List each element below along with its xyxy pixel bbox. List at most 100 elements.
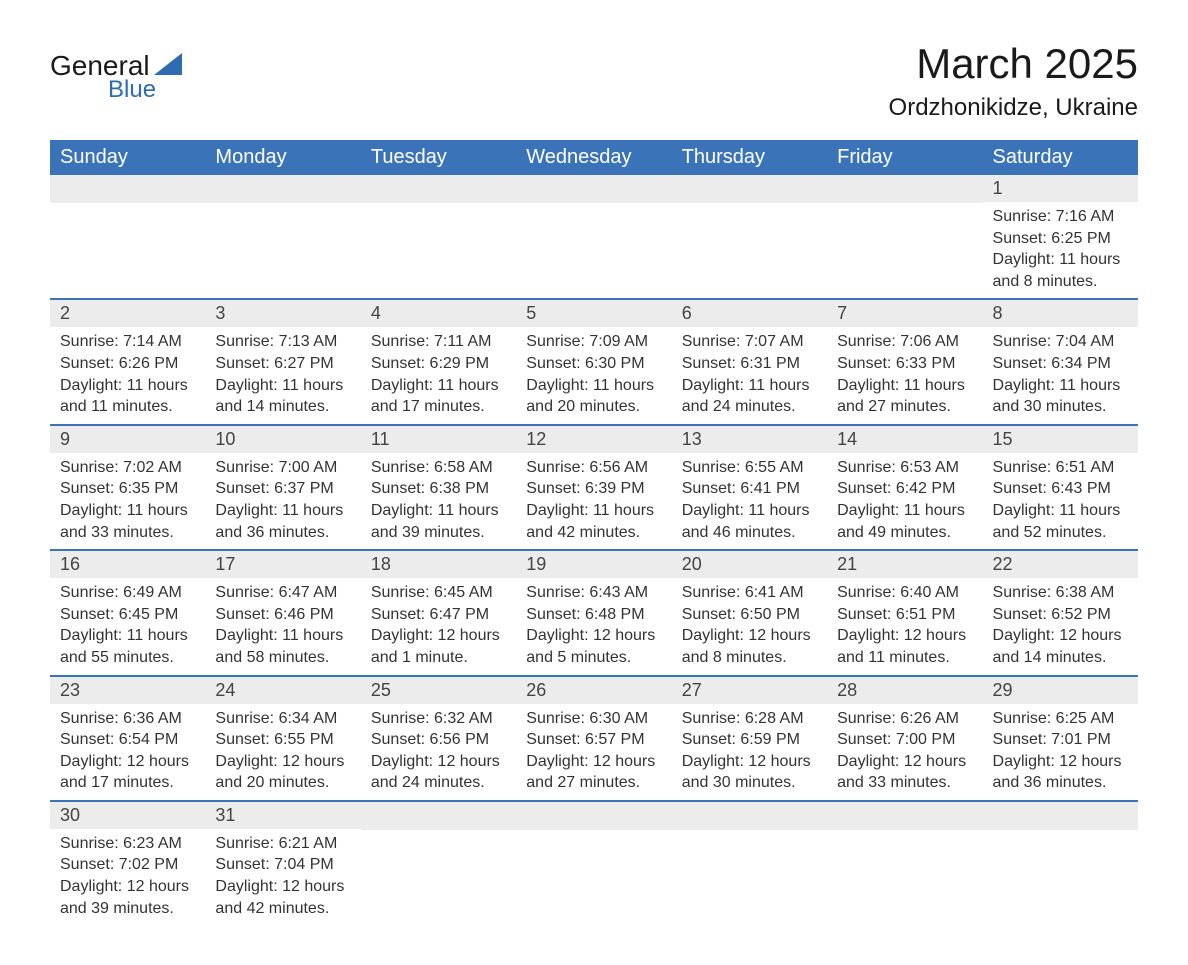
calendar-cell (827, 175, 982, 299)
day-body: Sunrise: 7:00 AMSunset: 6:37 PMDaylight:… (205, 453, 360, 549)
sunrise-text: Sunrise: 7:02 AM (60, 457, 195, 479)
sunset-text: Sunset: 6:45 PM (60, 604, 195, 626)
sunrise-text: Sunrise: 7:00 AM (215, 457, 350, 479)
day-number (516, 802, 671, 830)
day-number: 28 (827, 677, 982, 704)
day-number (827, 802, 982, 830)
day-number: 4 (361, 300, 516, 327)
day-body (50, 203, 205, 281)
day-number: 25 (361, 677, 516, 704)
day-number (361, 175, 516, 203)
daylight-text: Daylight: 11 hours and 52 minutes. (993, 500, 1128, 543)
day-number: 8 (983, 300, 1138, 327)
sunset-text: Sunset: 6:38 PM (371, 478, 506, 500)
day-body (516, 830, 671, 908)
daylight-text: Daylight: 11 hours and 46 minutes. (682, 500, 817, 543)
calendar-cell: 8Sunrise: 7:04 AMSunset: 6:34 PMDaylight… (983, 299, 1138, 424)
daylight-text: Daylight: 11 hours and 17 minutes. (371, 375, 506, 418)
daylight-text: Daylight: 11 hours and 55 minutes. (60, 625, 195, 668)
day-body (672, 203, 827, 281)
sunrise-text: Sunrise: 6:51 AM (993, 457, 1128, 479)
day-body: Sunrise: 7:04 AMSunset: 6:34 PMDaylight:… (983, 327, 1138, 423)
day-body: Sunrise: 6:30 AMSunset: 6:57 PMDaylight:… (516, 704, 671, 800)
daylight-text: Daylight: 11 hours and 36 minutes. (215, 500, 350, 543)
calendar-week: 9Sunrise: 7:02 AMSunset: 6:35 PMDaylight… (50, 425, 1138, 550)
calendar-cell: 27Sunrise: 6:28 AMSunset: 6:59 PMDayligh… (672, 676, 827, 801)
sunrise-text: Sunrise: 6:55 AM (682, 457, 817, 479)
sunrise-text: Sunrise: 6:32 AM (371, 708, 506, 730)
sunset-text: Sunset: 7:00 PM (837, 729, 972, 751)
calendar-grid: SundayMondayTuesdayWednesdayThursdayFrid… (50, 140, 1138, 925)
day-body: Sunrise: 6:21 AMSunset: 7:04 PMDaylight:… (205, 829, 360, 925)
sunrise-text: Sunrise: 6:28 AM (682, 708, 817, 730)
daylight-text: Daylight: 12 hours and 24 minutes. (371, 751, 506, 794)
title-block: March 2025 Ordzhonikidze, Ukraine (889, 40, 1138, 122)
sunrise-text: Sunrise: 7:14 AM (60, 331, 195, 353)
calendar-cell: 10Sunrise: 7:00 AMSunset: 6:37 PMDayligh… (205, 425, 360, 550)
calendar-cell: 24Sunrise: 6:34 AMSunset: 6:55 PMDayligh… (205, 676, 360, 801)
sunrise-text: Sunrise: 6:41 AM (682, 582, 817, 604)
day-body: Sunrise: 6:47 AMSunset: 6:46 PMDaylight:… (205, 578, 360, 674)
day-body: Sunrise: 7:14 AMSunset: 6:26 PMDaylight:… (50, 327, 205, 423)
day-number: 23 (50, 677, 205, 704)
day-number: 10 (205, 426, 360, 453)
daylight-text: Daylight: 11 hours and 42 minutes. (526, 500, 661, 543)
daylight-text: Daylight: 12 hours and 39 minutes. (60, 876, 195, 919)
daylight-text: Daylight: 11 hours and 24 minutes. (682, 375, 817, 418)
day-body: Sunrise: 7:06 AMSunset: 6:33 PMDaylight:… (827, 327, 982, 423)
daylight-text: Daylight: 12 hours and 42 minutes. (215, 876, 350, 919)
sunrise-text: Sunrise: 7:11 AM (371, 331, 506, 353)
calendar-cell: 9Sunrise: 7:02 AMSunset: 6:35 PMDaylight… (50, 425, 205, 550)
day-body: Sunrise: 7:09 AMSunset: 6:30 PMDaylight:… (516, 327, 671, 423)
day-body: Sunrise: 7:07 AMSunset: 6:31 PMDaylight:… (672, 327, 827, 423)
day-body: Sunrise: 6:41 AMSunset: 6:50 PMDaylight:… (672, 578, 827, 674)
calendar-cell (672, 175, 827, 299)
day-number: 2 (50, 300, 205, 327)
sunset-text: Sunset: 6:41 PM (682, 478, 817, 500)
day-number: 13 (672, 426, 827, 453)
sunset-text: Sunset: 7:04 PM (215, 854, 350, 876)
daylight-text: Daylight: 12 hours and 17 minutes. (60, 751, 195, 794)
day-number (516, 175, 671, 203)
sunrise-text: Sunrise: 6:34 AM (215, 708, 350, 730)
day-number (983, 802, 1138, 830)
sunrise-text: Sunrise: 7:07 AM (682, 331, 817, 353)
sunset-text: Sunset: 6:33 PM (837, 353, 972, 375)
calendar-cell: 25 Sunrise: 6:32 AMSunset: 6:56 PMDayligh… (361, 676, 516, 801)
day-body: Sunrise: 6:25 AMSunset: 7:01 PMDaylight:… (983, 704, 1138, 800)
calendar-cell (983, 801, 1138, 925)
day-number: 3 (205, 300, 360, 327)
daylight-text: Daylight: 12 hours and 30 minutes. (682, 751, 817, 794)
calendar-cell: 21Sunrise: 6:40 AMSunset: 6:51 PMDayligh… (827, 550, 982, 675)
calendar-cell (361, 801, 516, 925)
sunrise-text: Sunrise: 6:43 AM (526, 582, 661, 604)
calendar-cell: 3Sunrise: 7:13 AMSunset: 6:27 PMDaylight… (205, 299, 360, 424)
day-body (827, 830, 982, 908)
daylight-text: Daylight: 11 hours and 39 minutes. (371, 500, 506, 543)
day-number: 27 (672, 677, 827, 704)
day-number: 26 (516, 677, 671, 704)
sunset-text: Sunset: 6:56 PM (371, 729, 506, 751)
calendar-cell: 16Sunrise: 6:49 AMSunset: 6:45 PMDayligh… (50, 550, 205, 675)
day-body: Sunrise: 6:23 AMSunset: 7:02 PMDaylight:… (50, 829, 205, 925)
day-body (983, 830, 1138, 908)
day-number: 29 (983, 677, 1138, 704)
calendar-cell: 30Sunrise: 6:23 AMSunset: 7:02 PMDayligh… (50, 801, 205, 925)
day-number: 1 (983, 175, 1138, 202)
day-header-row: SundayMondayTuesdayWednesdayThursdayFrid… (50, 140, 1138, 175)
day-body: Sunrise: 6:28 AMSunset: 6:59 PMDaylight:… (672, 704, 827, 800)
sunrise-text: Sunrise: 6:30 AM (526, 708, 661, 730)
sunset-text: Sunset: 6:50 PM (682, 604, 817, 626)
day-body (672, 830, 827, 908)
day-body: Sunrise: 6:26 AMSunset: 7:00 PMDaylight:… (827, 704, 982, 800)
daylight-text: Daylight: 11 hours and 14 minutes. (215, 375, 350, 418)
day-body (827, 203, 982, 281)
day-body: Sunrise: 7:02 AMSunset: 6:35 PMDaylight:… (50, 453, 205, 549)
calendar-cell: 29Sunrise: 6:25 AMSunset: 7:01 PMDayligh… (983, 676, 1138, 801)
day-number (672, 802, 827, 830)
calendar-cell (361, 175, 516, 299)
daylight-text: Daylight: 12 hours and 33 minutes. (837, 751, 972, 794)
day-header: Sunday (50, 140, 205, 175)
calendar-cell: 23Sunrise: 6:36 AMSunset: 6:54 PMDayligh… (50, 676, 205, 801)
sunset-text: Sunset: 6:31 PM (682, 353, 817, 375)
